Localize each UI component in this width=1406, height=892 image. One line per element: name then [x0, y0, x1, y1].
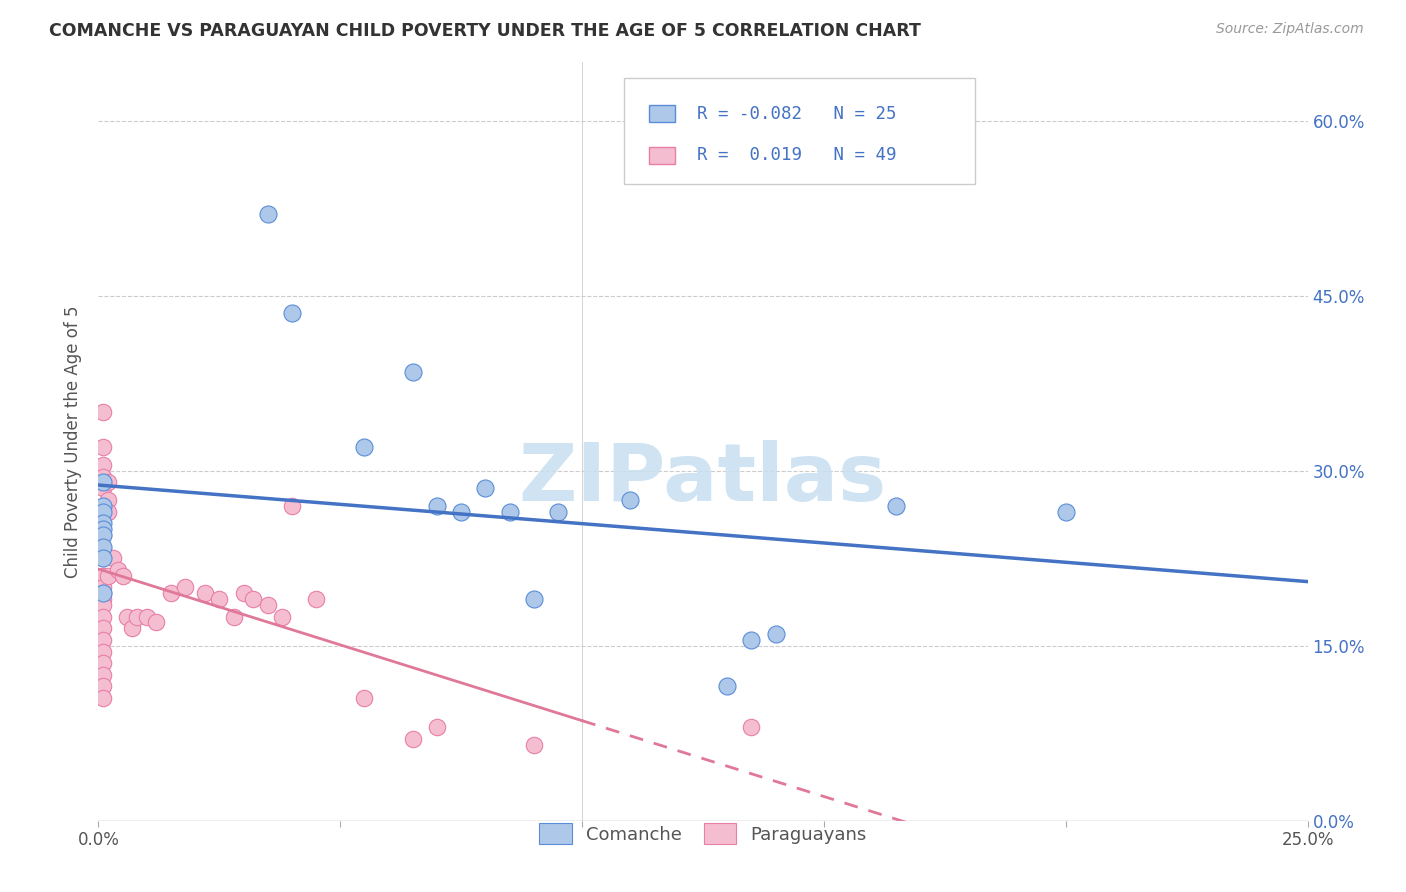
- Point: [450, 504, 472, 518]
- Point: [740, 632, 762, 647]
- Point: [91, 632, 114, 647]
- Point: [97, 475, 120, 490]
- Point: [160, 586, 183, 600]
- Point: [498, 504, 520, 518]
- Point: [222, 609, 245, 624]
- Point: [91, 540, 114, 554]
- Point: [271, 609, 294, 624]
- Point: [91, 656, 114, 670]
- Point: [91, 475, 114, 490]
- Point: [208, 592, 231, 607]
- Point: [256, 598, 278, 612]
- Point: [107, 563, 129, 577]
- FancyBboxPatch shape: [648, 105, 675, 122]
- Point: [1054, 504, 1077, 518]
- Point: [91, 644, 114, 658]
- Point: [91, 405, 114, 419]
- Point: [97, 568, 120, 582]
- Legend: Comanche, Paraguayans: Comanche, Paraguayans: [530, 814, 876, 854]
- Point: [91, 580, 114, 594]
- Point: [523, 738, 546, 752]
- Text: Source: ZipAtlas.com: Source: ZipAtlas.com: [1216, 22, 1364, 37]
- FancyBboxPatch shape: [624, 78, 976, 184]
- Point: [91, 586, 114, 600]
- Point: [740, 720, 762, 734]
- Point: [91, 609, 114, 624]
- Point: [91, 592, 114, 607]
- Point: [91, 510, 114, 524]
- Point: [91, 668, 114, 682]
- Point: [101, 551, 124, 566]
- Point: [91, 504, 114, 518]
- FancyBboxPatch shape: [648, 147, 675, 163]
- Point: [111, 568, 134, 582]
- Point: [281, 306, 304, 320]
- Point: [765, 627, 787, 641]
- Point: [117, 609, 139, 624]
- Point: [91, 441, 114, 455]
- Y-axis label: Child Poverty Under the Age of 5: Child Poverty Under the Age of 5: [65, 305, 83, 578]
- Point: [91, 528, 114, 542]
- Text: COMANCHE VS PARAGUAYAN CHILD POVERTY UNDER THE AGE OF 5 CORRELATION CHART: COMANCHE VS PARAGUAYAN CHILD POVERTY UND…: [49, 22, 921, 40]
- Point: [91, 522, 114, 536]
- Point: [353, 441, 375, 455]
- Point: [91, 516, 114, 531]
- Point: [242, 592, 264, 607]
- Point: [91, 691, 114, 706]
- Point: [402, 731, 425, 746]
- Point: [91, 499, 114, 513]
- Text: ZIPatlas: ZIPatlas: [519, 441, 887, 518]
- Point: [121, 621, 143, 635]
- Point: [426, 720, 449, 734]
- Point: [256, 207, 278, 221]
- Point: [91, 481, 114, 495]
- Point: [91, 528, 114, 542]
- Point: [91, 621, 114, 635]
- Point: [91, 551, 114, 566]
- Point: [353, 691, 375, 706]
- Point: [91, 598, 114, 612]
- Point: [886, 499, 908, 513]
- Point: [474, 481, 496, 495]
- Point: [174, 580, 197, 594]
- Point: [716, 680, 738, 694]
- Point: [523, 592, 546, 607]
- Point: [91, 568, 114, 582]
- Point: [305, 592, 328, 607]
- Point: [97, 492, 120, 507]
- Point: [402, 365, 425, 379]
- Point: [97, 504, 120, 518]
- Point: [91, 469, 114, 483]
- Point: [135, 609, 157, 624]
- Point: [547, 504, 569, 518]
- Point: [145, 615, 167, 630]
- Point: [91, 551, 114, 566]
- Point: [426, 499, 449, 513]
- Point: [232, 586, 254, 600]
- Point: [281, 499, 304, 513]
- Point: [127, 609, 149, 624]
- Text: R = -0.082   N = 25: R = -0.082 N = 25: [697, 104, 897, 122]
- Point: [91, 586, 114, 600]
- Point: [91, 680, 114, 694]
- Point: [619, 492, 641, 507]
- Point: [91, 458, 114, 472]
- Text: R =  0.019   N = 49: R = 0.019 N = 49: [697, 146, 897, 164]
- Point: [194, 586, 217, 600]
